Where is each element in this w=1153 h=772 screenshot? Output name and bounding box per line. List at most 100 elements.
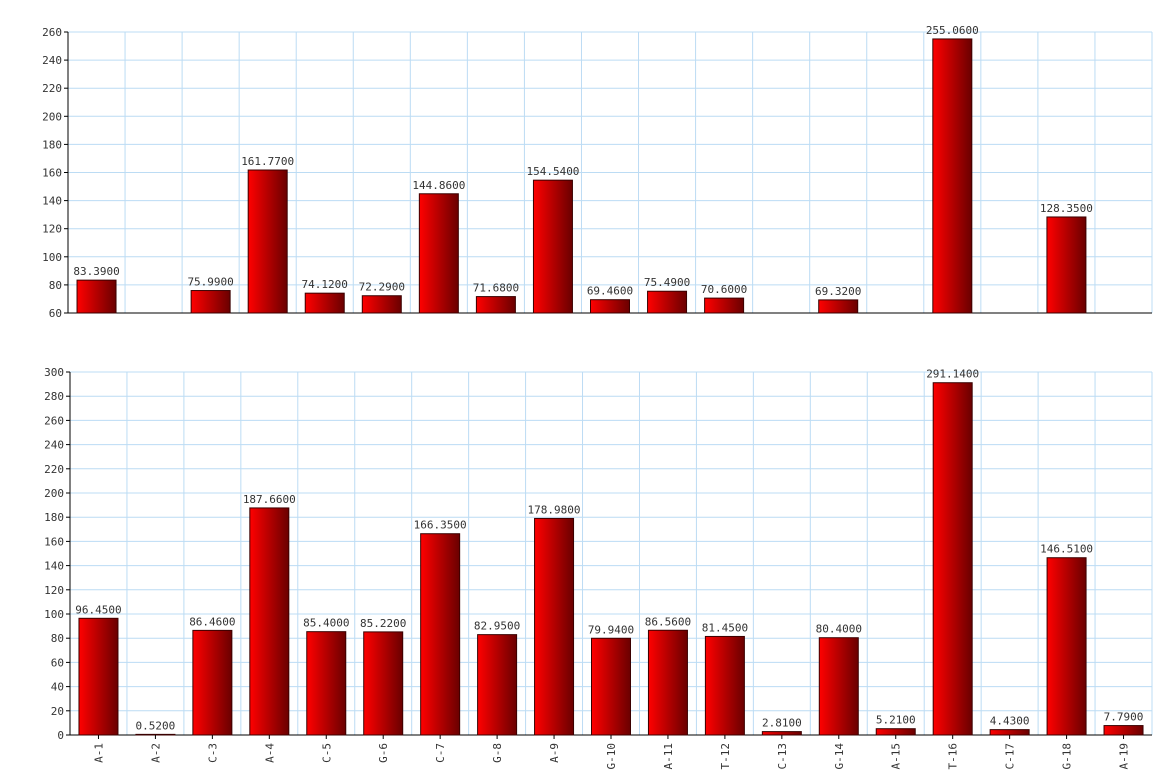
y-tick-label: 80 <box>51 632 64 645</box>
bar-A-19 <box>1103 725 1144 736</box>
data-label-G-8: 71.6800 <box>473 282 519 295</box>
y-tick-label: 240 <box>42 54 62 67</box>
bar-A-1 <box>76 279 117 314</box>
y-tick-label: 60 <box>51 656 64 669</box>
bar-G-8 <box>477 634 518 736</box>
bar-G-14 <box>818 637 859 736</box>
bar-G-6 <box>363 631 404 736</box>
x-tick-label-G-10: G-10 <box>605 743 618 770</box>
x-tick-label-G-6: G-6 <box>377 743 390 763</box>
x-tick-label-A-9: A-9 <box>548 743 561 763</box>
bar-C-7 <box>418 193 459 314</box>
x-tick-label-T-12: T-12 <box>719 743 732 770</box>
data-label-C-5: 85.4000 <box>303 617 349 630</box>
data-label-C-7: 144.8600 <box>412 179 465 192</box>
y-tick-label: 40 <box>51 681 64 694</box>
bar-T-16 <box>932 38 973 314</box>
y-tick-label: 180 <box>42 138 62 151</box>
y-tick-label: 220 <box>44 463 64 476</box>
data-label-T-16: 255.0600 <box>926 24 979 37</box>
y-tick-label: 280 <box>44 390 64 403</box>
y-tick-label: 300 <box>44 366 64 379</box>
bar-A-15 <box>875 728 916 736</box>
bar-G-6 <box>361 295 402 314</box>
data-label-T-16: 291.1400 <box>926 368 979 381</box>
bar-A-1 <box>78 617 119 736</box>
data-label-G-10: 79.9400 <box>588 623 634 636</box>
bar-A-4 <box>247 169 288 314</box>
chart-top: 60 80 100 120 140 160 180 200 220 240 260 83.3900 75… <box>42 24 1153 320</box>
data-label-C-17: 4.4300 <box>990 715 1030 728</box>
y-tick-label: 160 <box>44 535 64 548</box>
bar-A-11 <box>647 629 688 736</box>
data-label-C-13: 2.8100 <box>762 717 802 730</box>
y-tick-label: 220 <box>42 82 62 95</box>
data-label-A-2: 0.5200 <box>136 719 176 732</box>
bar-T-16 <box>932 382 973 736</box>
bar-T-12 <box>704 635 745 736</box>
y-tick-label: 20 <box>51 705 64 718</box>
bar-C-17 <box>989 729 1030 736</box>
x-tick-label-G-14: G-14 <box>833 743 846 770</box>
bar-C-5 <box>306 631 347 736</box>
bar-G-8 <box>475 296 516 314</box>
data-label-T-12: 81.4500 <box>702 621 748 634</box>
bar-G-14 <box>818 299 859 314</box>
data-label-A-1: 96.4500 <box>75 603 121 616</box>
x-tick-label-C-7: C-7 <box>434 743 447 763</box>
data-label-A-1: 83.3900 <box>73 265 119 278</box>
bar-C-7 <box>420 533 461 736</box>
y-tick-label: 80 <box>49 279 62 292</box>
data-label-G-18: 128.3500 <box>1040 202 1093 215</box>
data-label-A-11: 75.4900 <box>644 276 690 289</box>
x-tick-label-A-1: A-1 <box>92 743 105 763</box>
y-tick-label: 260 <box>44 414 64 427</box>
y-tick-label: 120 <box>42 223 62 236</box>
data-label-A-4: 161.7700 <box>241 155 294 168</box>
data-label-C-3: 86.4600 <box>189 615 235 628</box>
x-tick-label-T-16: T-16 <box>947 743 960 770</box>
bar-C-5 <box>304 292 345 314</box>
x-tick-label-A-4: A-4 <box>263 743 276 763</box>
x-tick-label-A-2: A-2 <box>149 743 162 763</box>
bar-G-18 <box>1046 216 1087 314</box>
data-label-G-18: 146.5100 <box>1040 543 1093 556</box>
data-label-C-3: 75.9900 <box>187 276 233 289</box>
y-tick-label: 200 <box>42 110 62 123</box>
y-tick-label: 200 <box>44 487 64 500</box>
x-tick-label-A-15: A-15 <box>890 743 903 770</box>
x-tick-label-C-5: C-5 <box>320 743 333 763</box>
x-tick-label-G-18: G-18 <box>1061 743 1074 770</box>
bar-A-11 <box>647 290 688 314</box>
bar-A-2 <box>135 733 176 736</box>
x-tick-label-C-13: C-13 <box>776 743 789 770</box>
data-label-G-8: 82.9500 <box>474 620 520 633</box>
bar-T-12 <box>704 297 745 314</box>
data-label-G-14: 69.3200 <box>815 285 861 298</box>
data-label-G-6: 85.2200 <box>360 617 406 630</box>
x-tick-label-A-11: A-11 <box>662 743 675 770</box>
y-tick-label: 260 <box>42 26 62 39</box>
bar-C-3 <box>190 290 231 314</box>
y-tick-label: 160 <box>42 167 62 180</box>
data-label-C-5: 74.1200 <box>302 278 348 291</box>
x-tick-label-G-8: G-8 <box>491 743 504 763</box>
data-label-G-14: 80.4000 <box>816 623 862 636</box>
y-tick-label: 60 <box>49 307 62 320</box>
data-label-A-9: 154.5400 <box>526 165 579 178</box>
data-label-G-6: 72.2900 <box>359 281 405 294</box>
y-tick-label: 120 <box>44 584 64 597</box>
x-tick-label-A-19: A-19 <box>1118 743 1131 770</box>
bar-G-18 <box>1046 557 1087 736</box>
data-label-A-4: 187.6600 <box>243 493 296 506</box>
x-tick-label-C-3: C-3 <box>206 743 219 763</box>
data-label-T-12: 70.6000 <box>701 283 747 296</box>
data-label-C-7: 166.3500 <box>414 519 467 532</box>
bar-G-10 <box>591 637 631 736</box>
y-tick-label: 180 <box>44 511 64 524</box>
y-tick-label: 100 <box>44 608 64 621</box>
data-label-G-10: 69.4600 <box>587 285 633 298</box>
y-tick-label: 140 <box>44 560 64 573</box>
bar-A-9 <box>534 517 575 736</box>
